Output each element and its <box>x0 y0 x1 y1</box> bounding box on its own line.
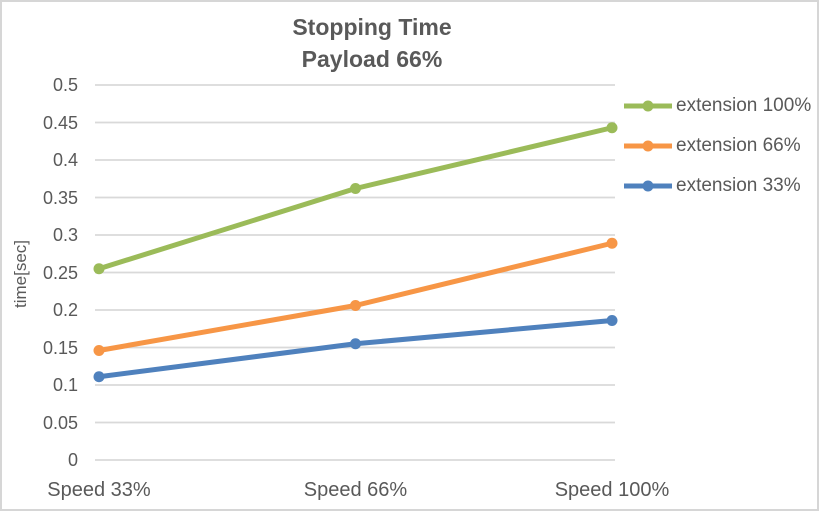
chart-title: Stopping Time Payload 66% <box>62 11 682 75</box>
data-point-marker <box>606 315 618 326</box>
y-tick-label: 0.45 <box>42 112 78 133</box>
y-tick-label: 0.35 <box>42 187 78 208</box>
data-point-marker <box>606 122 618 134</box>
data-point-marker <box>93 371 105 383</box>
x-tick-label: Speed 66% <box>303 479 408 501</box>
y-tick-label: 0 <box>67 450 78 470</box>
legend-item-extension-100-: extension 100% <box>623 86 811 126</box>
y-tick-label: 0.05 <box>42 412 78 433</box>
y-tick-label: 0.5 <box>52 75 78 95</box>
y-tick-label: 0.3 <box>52 225 78 245</box>
data-point-marker <box>93 345 105 356</box>
legend-item-extension-33-: extension 33% <box>623 166 811 206</box>
legend-line-marker-icon <box>624 180 672 192</box>
data-point-marker <box>350 338 361 350</box>
legend-label: extension 66% <box>676 135 801 156</box>
legend-label: extension 33% <box>676 175 801 196</box>
y-tick-label: 0.2 <box>52 300 78 320</box>
chart-title-line1: Stopping Time <box>292 14 452 40</box>
y-tick-label: 0.15 <box>42 337 78 358</box>
y-tick-label: 0.1 <box>52 375 78 395</box>
legend-item-extension-66-: extension 66% <box>623 126 811 166</box>
y-tick-label: 0.4 <box>52 150 78 170</box>
legend-line-marker-icon <box>624 140 672 152</box>
data-point-marker <box>350 300 361 311</box>
legend: extension 100% extension 66% extension 33% <box>623 86 811 206</box>
data-point-marker <box>93 263 105 275</box>
y-tick-label: 0.25 <box>42 262 78 283</box>
data-point-marker <box>350 183 361 194</box>
chart-title-line2: Payload 66% <box>301 46 443 72</box>
legend-line-marker-icon <box>624 100 672 112</box>
x-tick-label: Speed 100% <box>554 479 670 501</box>
legend-label: extension 100% <box>676 95 812 116</box>
x-tick-label: Speed 33% <box>47 479 151 501</box>
data-point-marker <box>606 237 618 249</box>
series-line-extension-66- <box>96 240 615 353</box>
